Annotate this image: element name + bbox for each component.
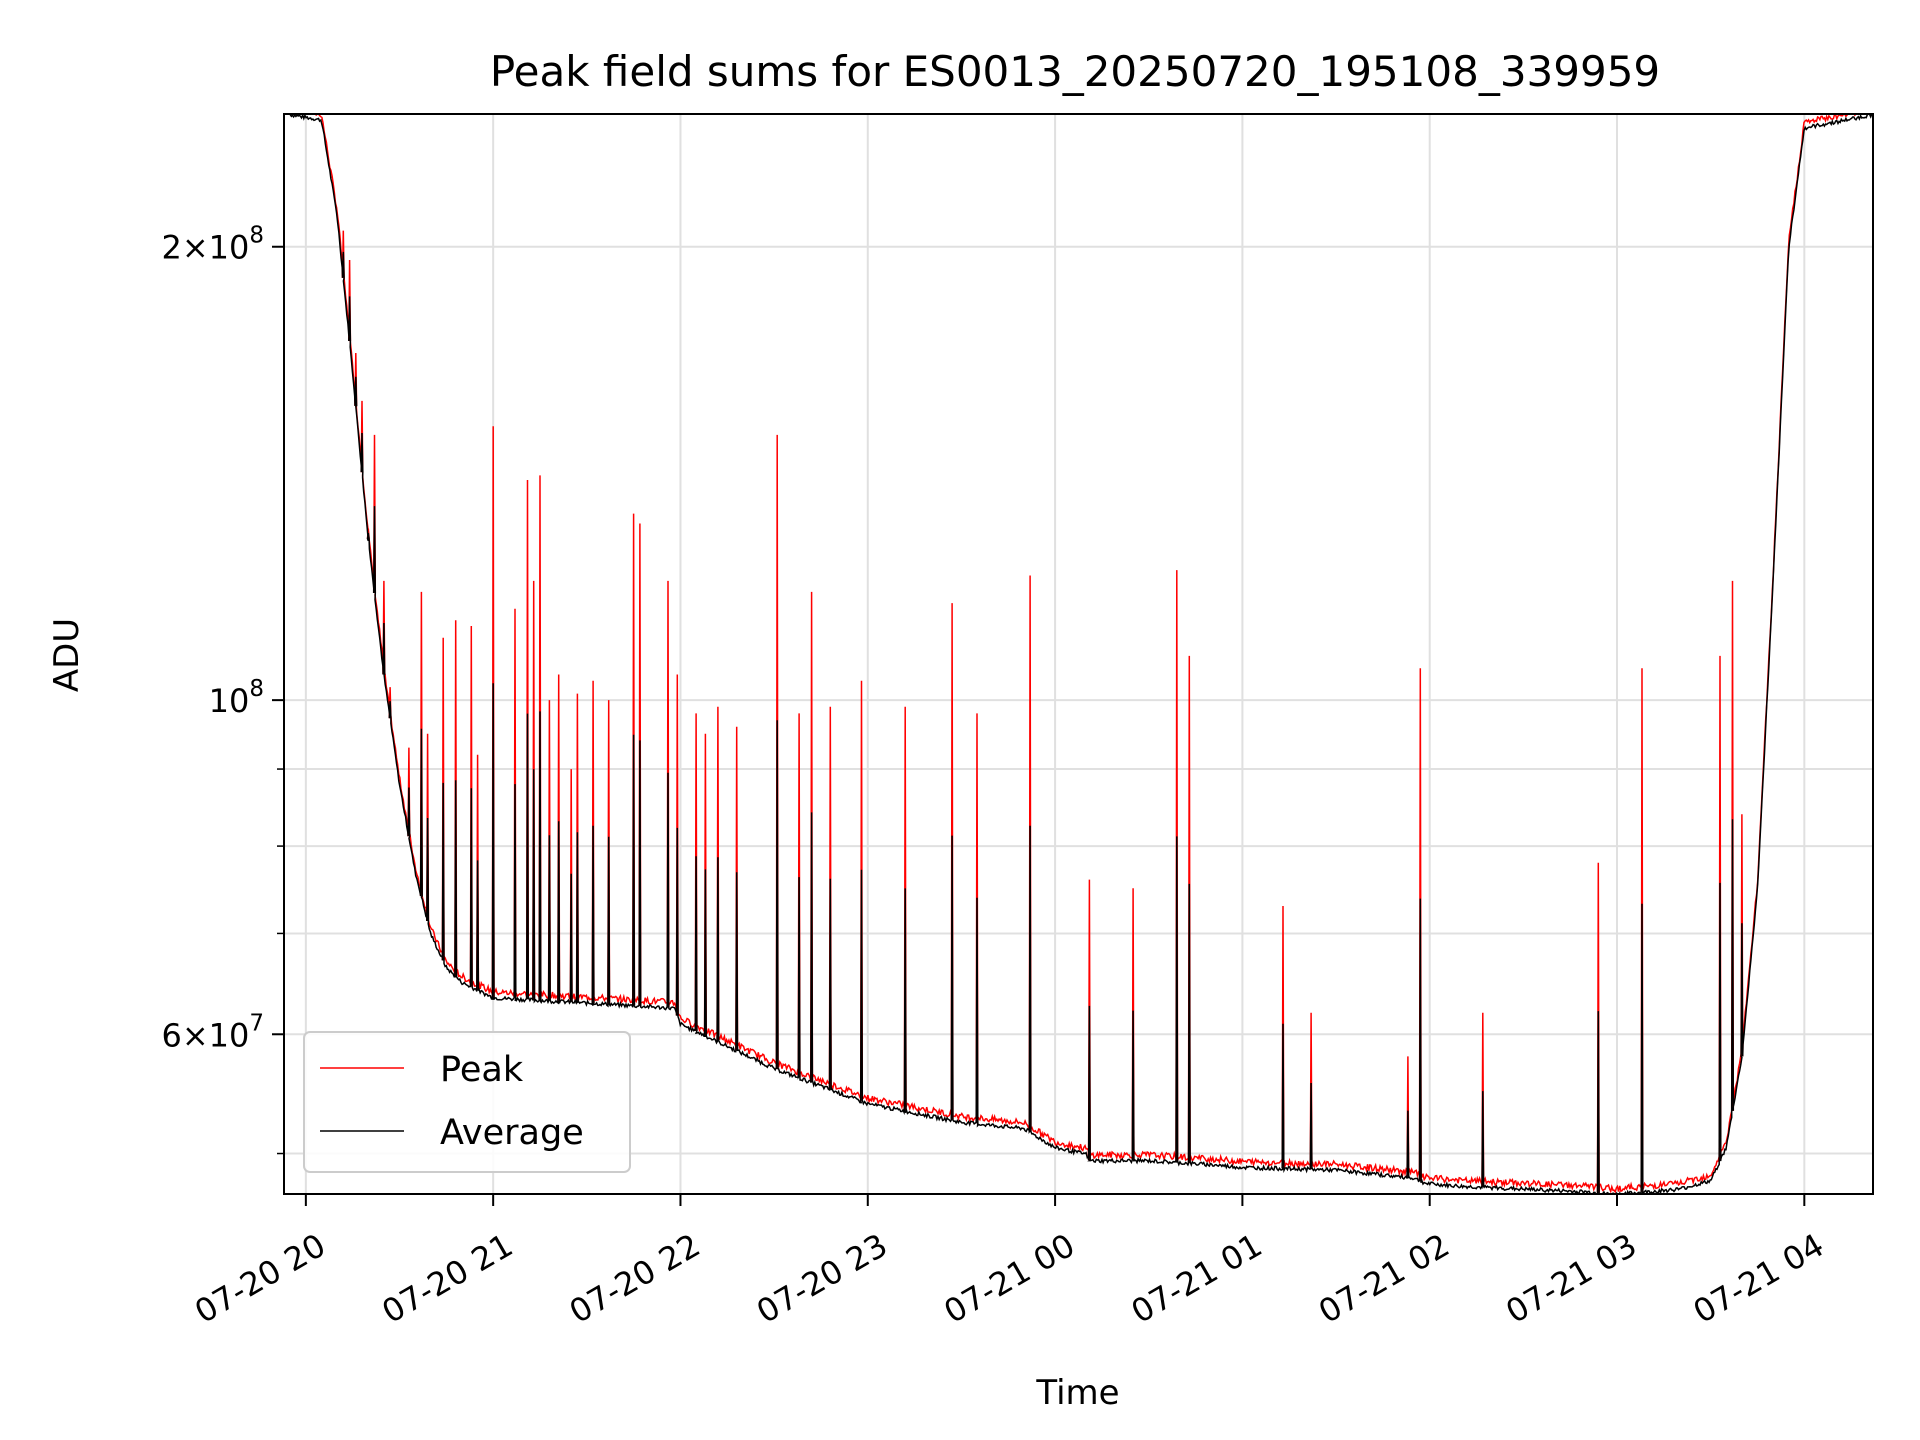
y-axis-label: ADU	[47, 618, 87, 692]
legend-label-average: Average	[440, 1113, 584, 1153]
legend-box	[303, 1031, 631, 1173]
y-tick-label: 2×108	[161, 223, 264, 267]
x-axis-label: Time	[1035, 1373, 1119, 1413]
peak-series	[290, 114, 1873, 1194]
y-tick-label: 108	[209, 676, 264, 720]
plot-frame	[283, 113, 1874, 1195]
legend-label-peak: Peak	[440, 1050, 524, 1090]
chart-title: Peak field sums for ES0013_20250720_1951…	[490, 47, 1660, 96]
y-tick-label: 6×107	[161, 1010, 264, 1054]
legend: Peak Average	[303, 1031, 631, 1173]
peak-line	[290, 114, 1873, 1194]
y-axis-ticks: 2×108 108 6×107	[161, 223, 284, 1155]
plot-area	[284, 114, 1873, 1194]
